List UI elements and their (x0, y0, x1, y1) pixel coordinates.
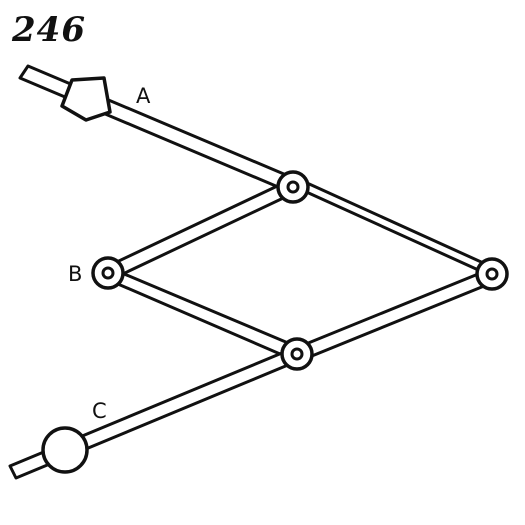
lower-right-link (294, 268, 496, 362)
ball-c (41, 426, 89, 474)
pivot-b (91, 256, 125, 290)
point-label-c: C (92, 399, 107, 423)
upper-arm-rod (18, 64, 300, 194)
lower-left-link (102, 266, 302, 362)
slider-block-a (60, 76, 112, 122)
upper-left-link (102, 178, 298, 282)
pivot-upper (276, 170, 310, 204)
point-label-b: B (68, 262, 83, 286)
pivot-right (475, 257, 509, 291)
pivot-lower (280, 337, 314, 371)
figure-number: 246 (12, 10, 86, 50)
point-label-a: A (136, 84, 151, 108)
upper-right-link (294, 176, 498, 280)
